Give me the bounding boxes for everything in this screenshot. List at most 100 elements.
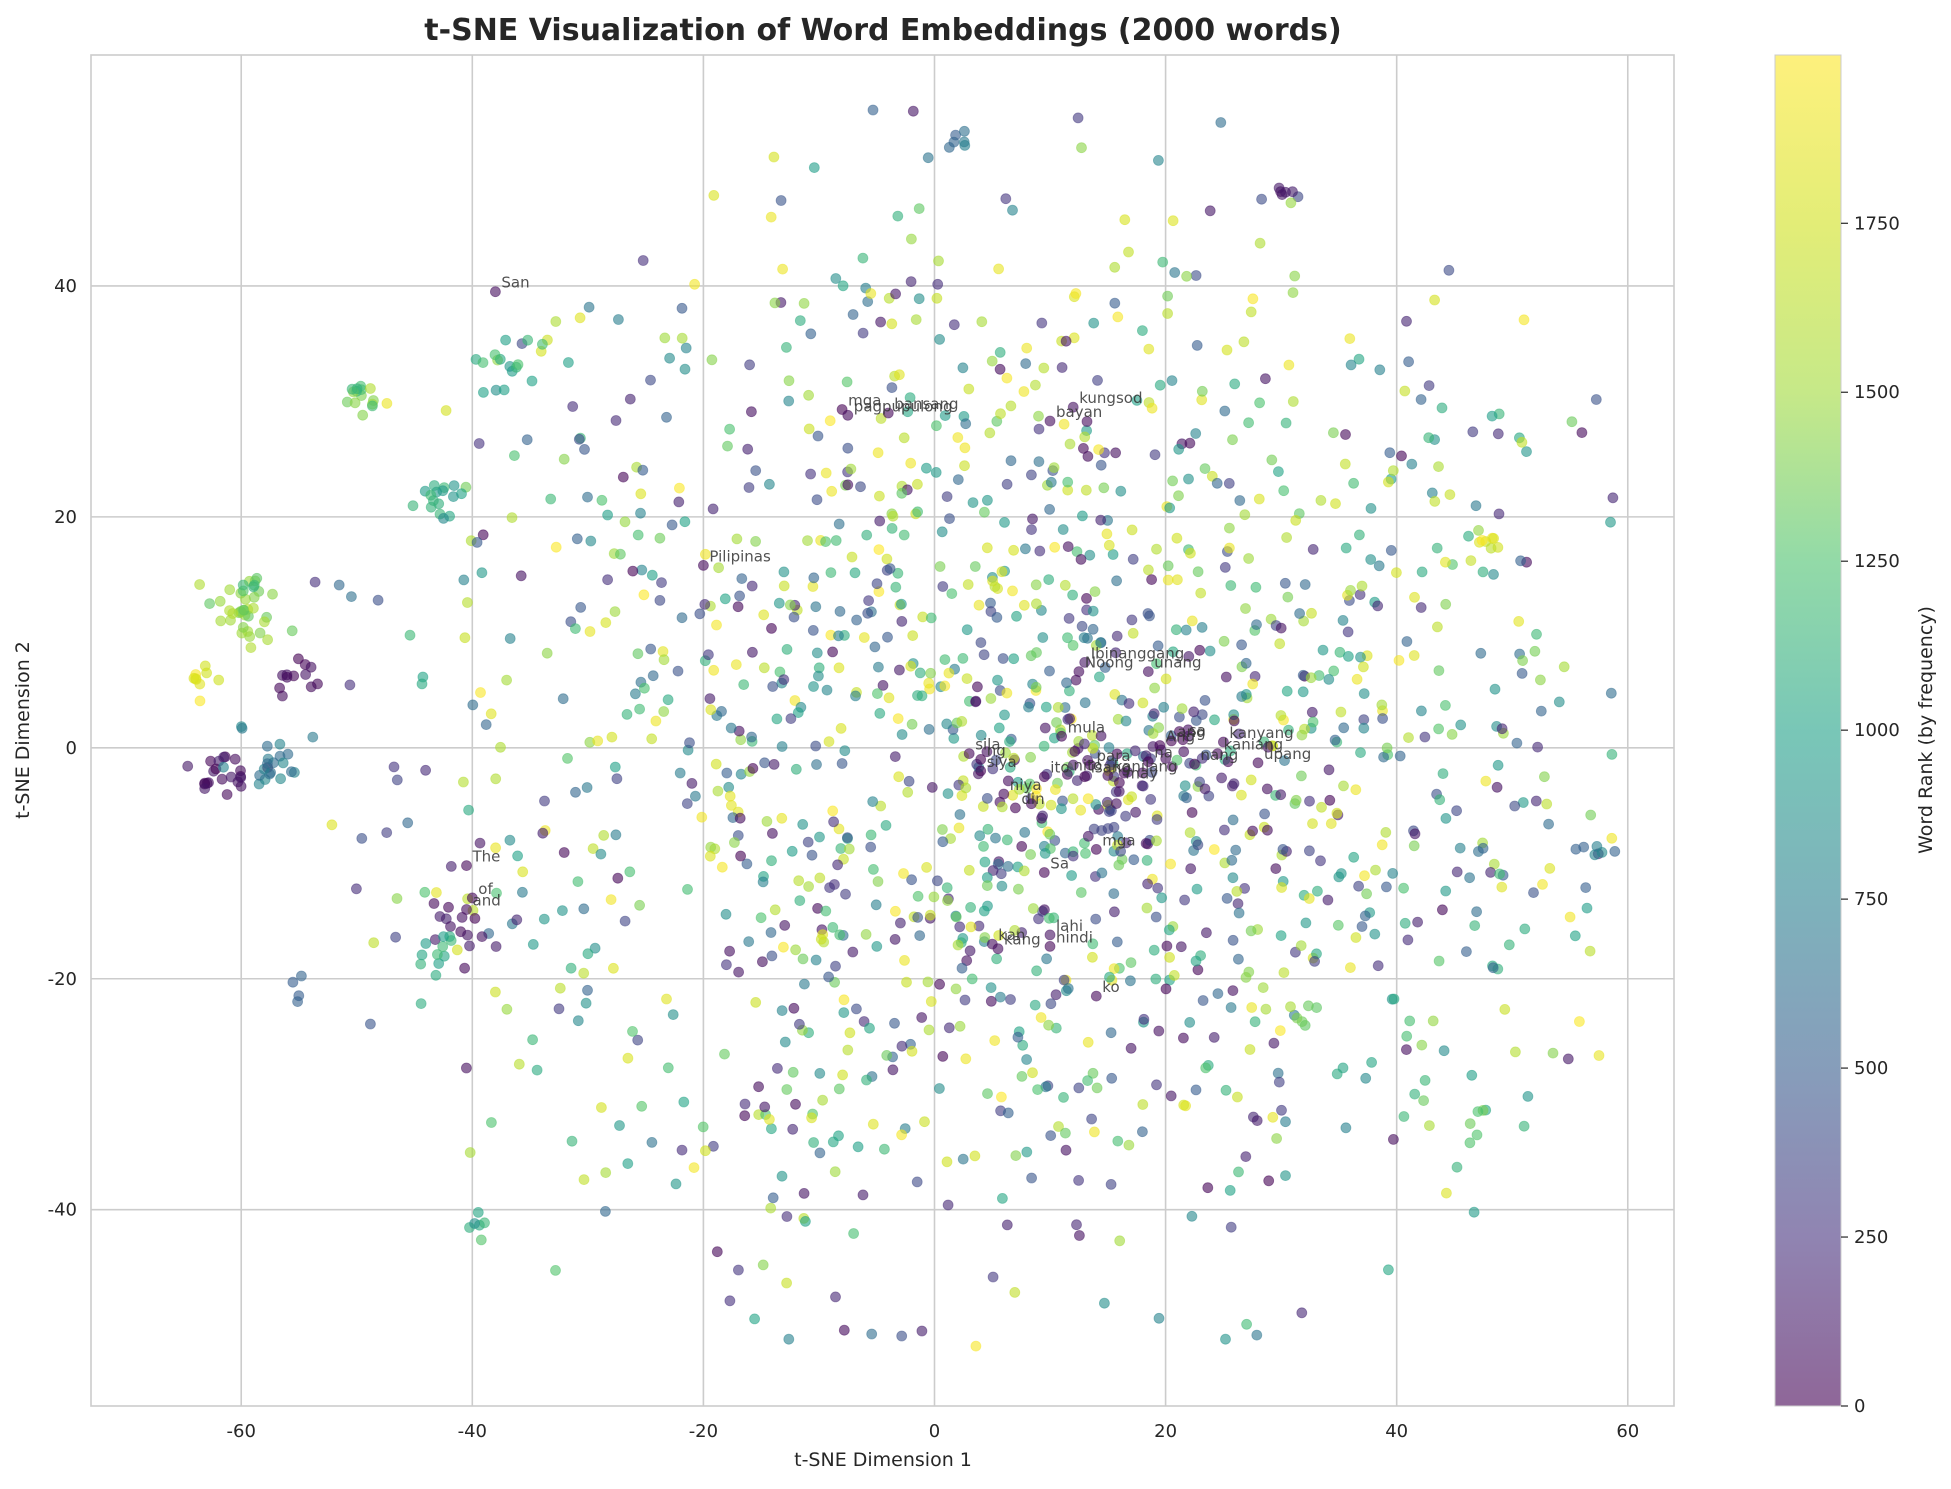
data-point [1423,380,1435,392]
data-point [1087,1067,1099,1079]
data-point [1044,415,1056,427]
data-point [1184,1017,1196,1028]
data-point [1339,458,1351,470]
data-point [1499,1004,1511,1015]
data-point [1503,939,1515,951]
data-point [898,529,910,541]
data-point [1080,484,1092,496]
data-point [1259,808,1270,820]
data-point [943,667,955,679]
data-point [896,1330,908,1342]
data-point [814,1068,826,1079]
data-point [1067,589,1078,601]
data-point [216,773,228,785]
data-point [595,848,607,860]
data-point [1087,743,1099,754]
x-tick-label: 60 [1616,1421,1639,1442]
data-point [1043,912,1055,924]
data-point [275,773,287,785]
word-label: bayan [1056,403,1102,421]
data-point [1402,934,1414,946]
data-point [1408,650,1420,661]
data-point [1033,456,1045,468]
data-point [679,516,691,528]
data-point [970,1340,982,1352]
y-tick-label: 0 [66,738,77,759]
data-point [611,773,623,785]
data-point [833,1130,844,1142]
data-point [937,836,949,848]
data-point [1131,394,1143,406]
data-point [214,595,226,607]
data-point [982,494,993,506]
data-point [1067,793,1079,805]
data-point [1030,579,1042,591]
data-point [1126,524,1138,536]
data-point [999,517,1010,528]
data-point [1299,579,1311,590]
data-point [1035,1012,1047,1023]
data-point [1020,358,1032,370]
data-point [1165,858,1176,870]
data-point [1278,485,1290,497]
data-point [1053,1121,1064,1132]
data-point [1156,892,1168,904]
data-point [734,590,745,602]
data-point [827,922,839,933]
data-point [1090,799,1102,810]
data-point [1440,885,1452,897]
data-point [708,189,720,201]
data-point [1162,290,1173,302]
data-point [765,211,777,223]
data-point [758,609,770,621]
data-point [1075,804,1087,816]
data-point [842,832,853,843]
data-point [1433,723,1444,735]
data-point [797,953,809,965]
data-point [1275,622,1287,634]
data-point [645,643,657,655]
data-point [1403,356,1414,368]
data-point [721,767,733,779]
data-point [1469,920,1481,931]
data-point [1081,593,1092,604]
data-point [712,785,724,797]
data-point [1176,703,1188,714]
data-point [1437,768,1449,779]
data-point [1086,1113,1097,1125]
data-point [1340,429,1351,440]
data-point [1091,1082,1103,1094]
data-point [837,1069,848,1081]
data-point [550,541,562,553]
data-point [833,518,845,530]
y-tick-label: -20 [48,969,77,990]
data-point [1580,882,1592,893]
colorbar-tick-label: 0 [1854,1396,1865,1417]
data-point [1052,702,1064,713]
data-point [1166,375,1178,387]
data-point [1128,854,1140,866]
data-point [941,882,953,894]
data-point [1009,925,1021,936]
data-point [522,334,534,346]
data-point [1289,270,1301,282]
data-point [1403,732,1414,743]
data-point [838,1007,850,1018]
data-point [985,982,997,993]
data-point [1186,1210,1198,1222]
data-point [443,901,454,913]
data-point [939,680,951,692]
data-point [808,681,819,692]
data-point [1295,940,1307,951]
data-point [407,500,419,512]
data-point [1195,587,1207,599]
data-point [512,359,524,371]
data-point [1303,1000,1314,1012]
data-point [840,888,851,900]
data-point [578,967,590,979]
data-point [923,724,935,735]
data-point [765,1202,777,1214]
data-point [965,902,976,913]
data-point [963,383,975,395]
data-point [867,1118,879,1130]
